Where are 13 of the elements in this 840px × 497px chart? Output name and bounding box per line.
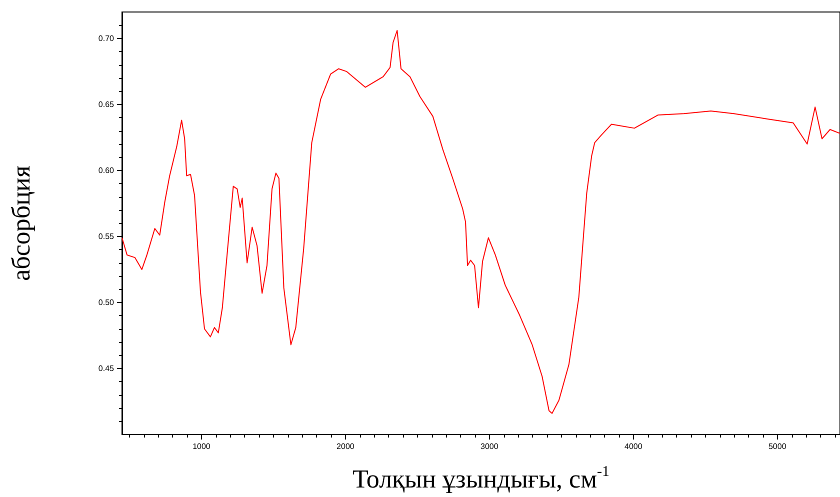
x-tick-label: 4000 (624, 442, 643, 451)
y-tick-label: 0.55 (98, 232, 115, 241)
y-tick-label: 0.70 (98, 34, 115, 43)
x-tick-label: 3000 (480, 442, 499, 451)
y-tick-label: 0.45 (98, 364, 115, 373)
x-tick-label: 1000 (192, 442, 211, 451)
line-series (122, 30, 840, 414)
y-axis-title: абсорбция (6, 166, 36, 281)
y-tick-label: 0.50 (98, 298, 115, 307)
y-tick-label: 0.65 (98, 100, 115, 109)
y-tick-label: 0.60 (98, 166, 115, 175)
x-tick-label: 5000 (768, 442, 787, 451)
x-tick-label: 2000 (336, 442, 355, 451)
